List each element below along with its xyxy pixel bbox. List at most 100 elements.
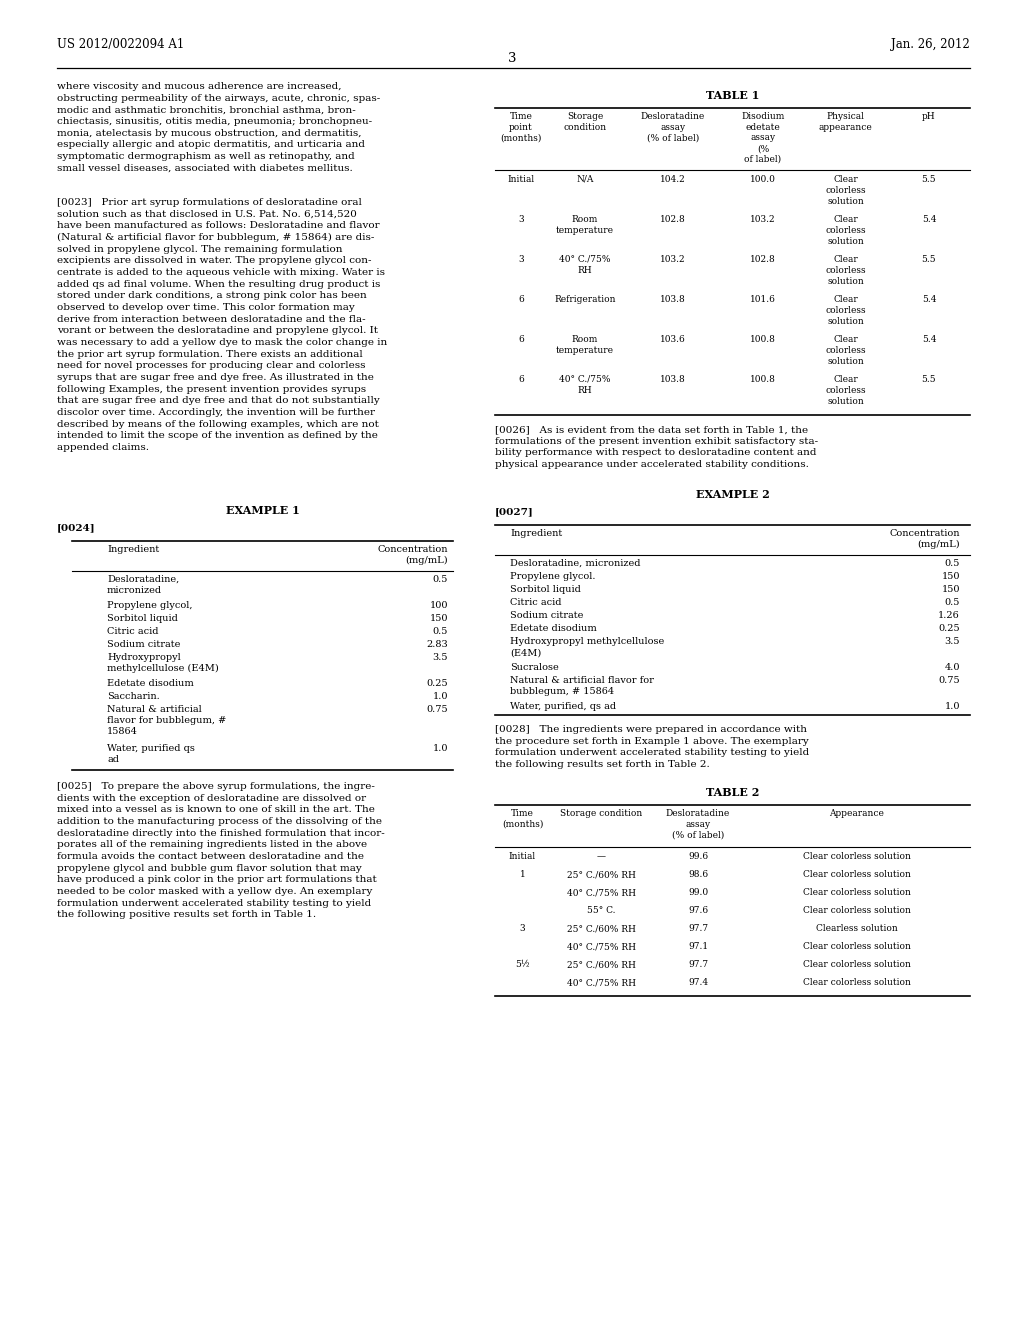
Text: 97.7: 97.7 bbox=[688, 960, 708, 969]
Text: Initial: Initial bbox=[509, 851, 536, 861]
Text: Citric acid: Citric acid bbox=[106, 627, 159, 636]
Text: 1.0: 1.0 bbox=[432, 744, 449, 752]
Text: [0024]: [0024] bbox=[57, 523, 95, 532]
Text: 3.5: 3.5 bbox=[432, 653, 449, 663]
Text: [0026]   As is evident from the data set forth in Table 1, the
formulations of t: [0026] As is evident from the data set f… bbox=[495, 425, 818, 469]
Text: 5½: 5½ bbox=[515, 960, 529, 969]
Text: 40° C./75%
RH: 40° C./75% RH bbox=[559, 255, 610, 275]
Text: Clear colorless solution: Clear colorless solution bbox=[803, 978, 910, 987]
Text: Desloratadine
assay
(% of label): Desloratadine assay (% of label) bbox=[641, 112, 706, 143]
Text: EXAMPLE 1: EXAMPLE 1 bbox=[225, 506, 299, 516]
Text: Room
temperature: Room temperature bbox=[556, 335, 614, 355]
Text: Clear
colorless
solution: Clear colorless solution bbox=[825, 255, 866, 285]
Text: Hydroxypropyl
methylcellulose (E4M): Hydroxypropyl methylcellulose (E4M) bbox=[106, 653, 219, 673]
Text: 150: 150 bbox=[941, 572, 961, 581]
Text: 1.26: 1.26 bbox=[938, 611, 961, 620]
Text: Refrigeration: Refrigeration bbox=[554, 294, 615, 304]
Text: Time
(months): Time (months) bbox=[502, 809, 543, 829]
Text: Jan. 26, 2012: Jan. 26, 2012 bbox=[891, 38, 970, 51]
Text: TABLE 2: TABLE 2 bbox=[706, 787, 759, 799]
Text: [0025]   To prepare the above syrup formulations, the ingre-
dients with the exc: [0025] To prepare the above syrup formul… bbox=[57, 781, 385, 919]
Text: 150: 150 bbox=[429, 614, 449, 623]
Text: Sorbitol liquid: Sorbitol liquid bbox=[510, 585, 581, 594]
Text: Ingredient: Ingredient bbox=[510, 529, 562, 539]
Text: 104.2: 104.2 bbox=[660, 176, 686, 183]
Text: Sodium citrate: Sodium citrate bbox=[510, 611, 584, 620]
Text: 3: 3 bbox=[518, 255, 524, 264]
Text: Clearless solution: Clearless solution bbox=[816, 924, 897, 933]
Text: EXAMPLE 2: EXAMPLE 2 bbox=[695, 488, 769, 500]
Text: 97.7: 97.7 bbox=[688, 924, 708, 933]
Text: US 2012/0022094 A1: US 2012/0022094 A1 bbox=[57, 38, 184, 51]
Text: 5.5: 5.5 bbox=[922, 176, 936, 183]
Text: 2.83: 2.83 bbox=[426, 640, 449, 649]
Text: 55° C.: 55° C. bbox=[587, 906, 615, 915]
Text: Clear
colorless
solution: Clear colorless solution bbox=[825, 176, 866, 206]
Text: [0028]   The ingredients were prepared in accordance with
the procedure set fort: [0028] The ingredients were prepared in … bbox=[495, 725, 809, 770]
Text: Propylene glycol.: Propylene glycol. bbox=[510, 572, 596, 581]
Text: Edetate disodium: Edetate disodium bbox=[106, 678, 194, 688]
Text: Room
temperature: Room temperature bbox=[556, 215, 614, 235]
Text: Clear colorless solution: Clear colorless solution bbox=[803, 888, 910, 898]
Text: 103.2: 103.2 bbox=[751, 215, 776, 224]
Text: Concentration
(mg/mL): Concentration (mg/mL) bbox=[378, 545, 449, 565]
Text: 40° C./75% RH: 40° C./75% RH bbox=[567, 888, 636, 898]
Text: 100.8: 100.8 bbox=[750, 335, 776, 345]
Text: where viscosity and mucous adherence are increased,
obstructing permeability of : where viscosity and mucous adherence are… bbox=[57, 82, 380, 173]
Text: 3: 3 bbox=[520, 924, 525, 933]
Text: Sodium citrate: Sodium citrate bbox=[106, 640, 180, 649]
Text: Desloratadine, micronized: Desloratadine, micronized bbox=[510, 558, 640, 568]
Text: 3.5: 3.5 bbox=[944, 638, 961, 645]
Text: 5.5: 5.5 bbox=[922, 375, 936, 384]
Text: 102.8: 102.8 bbox=[751, 255, 776, 264]
Text: Clear
colorless
solution: Clear colorless solution bbox=[825, 335, 866, 366]
Text: Desloratadine
assay
(% of label): Desloratadine assay (% of label) bbox=[666, 809, 730, 840]
Text: Clear
colorless
solution: Clear colorless solution bbox=[825, 215, 866, 246]
Text: 100.0: 100.0 bbox=[750, 176, 776, 183]
Text: —: — bbox=[597, 851, 606, 861]
Text: 0.5: 0.5 bbox=[944, 558, 961, 568]
Text: 0.5: 0.5 bbox=[432, 576, 449, 583]
Text: 25° C./60% RH: 25° C./60% RH bbox=[567, 960, 636, 969]
Text: Citric acid: Citric acid bbox=[510, 598, 561, 607]
Text: [0027]: [0027] bbox=[495, 507, 534, 516]
Text: 40° C./75% RH: 40° C./75% RH bbox=[567, 978, 636, 987]
Text: Appearance: Appearance bbox=[829, 809, 884, 818]
Text: Clear colorless solution: Clear colorless solution bbox=[803, 960, 910, 969]
Text: Disodium
edetate
assay
(%
of label): Disodium edetate assay (% of label) bbox=[741, 112, 784, 164]
Text: 99.0: 99.0 bbox=[688, 888, 708, 898]
Text: 97.6: 97.6 bbox=[688, 906, 708, 915]
Text: 0.25: 0.25 bbox=[426, 678, 449, 688]
Text: 0.25: 0.25 bbox=[938, 624, 961, 634]
Text: 103.8: 103.8 bbox=[660, 375, 686, 384]
Text: Ingredient: Ingredient bbox=[106, 545, 160, 554]
Text: 5.5: 5.5 bbox=[922, 255, 936, 264]
Text: Time
point
(months): Time point (months) bbox=[501, 112, 542, 143]
Text: 103.8: 103.8 bbox=[660, 294, 686, 304]
Text: 1.0: 1.0 bbox=[944, 702, 961, 711]
Text: Clear colorless solution: Clear colorless solution bbox=[803, 870, 910, 879]
Text: 25° C./60% RH: 25° C./60% RH bbox=[567, 870, 636, 879]
Text: Propylene glycol,: Propylene glycol, bbox=[106, 601, 193, 610]
Text: Desloratadine,
micronized: Desloratadine, micronized bbox=[106, 576, 179, 595]
Text: 97.4: 97.4 bbox=[688, 978, 708, 987]
Text: 5.4: 5.4 bbox=[922, 335, 936, 345]
Text: 103.2: 103.2 bbox=[660, 255, 686, 264]
Text: Natural & artificial flavor for
bubblegum, # 15864: Natural & artificial flavor for bubblegu… bbox=[510, 676, 654, 696]
Text: 6: 6 bbox=[518, 294, 524, 304]
Text: 3: 3 bbox=[508, 51, 516, 65]
Text: Hydroxypropyl methylcellulose
(E4M): Hydroxypropyl methylcellulose (E4M) bbox=[510, 638, 665, 657]
Text: 0.5: 0.5 bbox=[944, 598, 961, 607]
Text: 6: 6 bbox=[518, 335, 524, 345]
Text: Water, purified, qs ad: Water, purified, qs ad bbox=[510, 702, 616, 711]
Text: Initial: Initial bbox=[508, 176, 535, 183]
Text: N/A: N/A bbox=[577, 176, 594, 183]
Text: 98.6: 98.6 bbox=[688, 870, 708, 879]
Text: Clear colorless solution: Clear colorless solution bbox=[803, 851, 910, 861]
Text: Natural & artificial
flavor for bubblegum, #
15864: Natural & artificial flavor for bubblegu… bbox=[106, 705, 226, 737]
Text: Storage
condition: Storage condition bbox=[563, 112, 606, 132]
Text: 103.6: 103.6 bbox=[660, 335, 686, 345]
Text: 5.4: 5.4 bbox=[922, 294, 936, 304]
Text: 1: 1 bbox=[519, 870, 525, 879]
Text: 25° C./60% RH: 25° C./60% RH bbox=[567, 924, 636, 933]
